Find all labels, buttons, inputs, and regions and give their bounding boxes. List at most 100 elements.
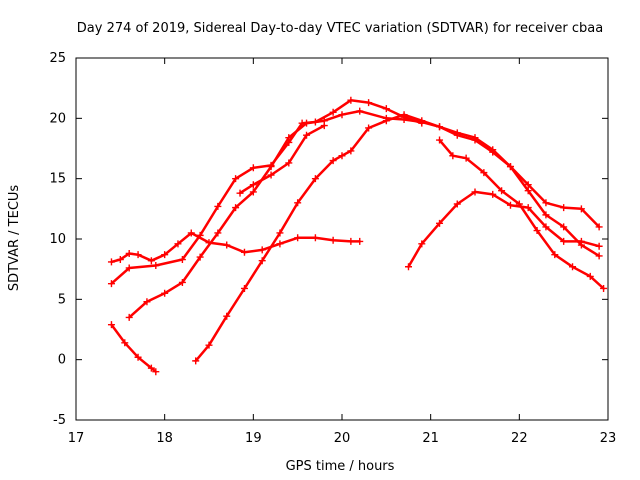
y-axis-label: SDTVAR / TECUs [7, 185, 22, 292]
data-point [249, 181, 257, 189]
data-point [223, 241, 231, 249]
series-line [110, 323, 158, 373]
data-point [320, 122, 328, 130]
data-point [595, 223, 603, 231]
x-tick-label: 21 [422, 431, 439, 446]
data-point [161, 251, 169, 259]
data-point [214, 202, 222, 210]
data-point [143, 298, 151, 306]
series-line [110, 231, 361, 264]
series-line [194, 113, 601, 363]
data-point [471, 188, 479, 196]
y-tick-label: 10 [49, 232, 66, 247]
data-point [303, 119, 311, 127]
data-point [294, 199, 302, 207]
data-point [595, 242, 603, 250]
data-point [436, 219, 444, 227]
data-point [303, 131, 311, 139]
data-point [223, 312, 231, 320]
data-point [569, 263, 577, 271]
data-marks [107, 96, 608, 376]
data-point [267, 163, 275, 171]
x-tick-label: 22 [511, 431, 528, 446]
data-point [382, 105, 390, 113]
y-tick-label: 15 [49, 172, 66, 187]
data-point [196, 231, 204, 239]
data-point [152, 368, 160, 376]
data-point [542, 223, 550, 231]
data-point [506, 201, 514, 209]
data-point [382, 117, 390, 125]
series-line [110, 98, 424, 285]
data-point [400, 111, 408, 119]
data-point [356, 237, 364, 245]
data-point [187, 229, 195, 237]
x-tick-label: 23 [600, 431, 617, 446]
data-point [107, 280, 115, 288]
data-point [147, 257, 155, 265]
data-point [577, 237, 585, 245]
data-point [524, 181, 532, 189]
data-point [338, 111, 346, 119]
data-point [329, 236, 337, 244]
data-point [577, 205, 585, 213]
data-point [178, 256, 186, 264]
chart-title: Day 274 of 2019, Sidereal Day-to-day VTE… [77, 21, 603, 36]
data-point [134, 251, 142, 259]
data-point [338, 152, 346, 160]
data-point [356, 107, 364, 115]
data-point [600, 284, 608, 292]
data-point [586, 272, 594, 280]
data-point [285, 134, 293, 142]
data-point [232, 204, 240, 212]
data-point [480, 169, 488, 177]
data-point [560, 204, 568, 212]
data-point [258, 257, 266, 265]
data-point [125, 249, 133, 257]
data-point [267, 171, 275, 179]
y-tick-label: 25 [49, 51, 66, 66]
series-line [127, 109, 601, 319]
data-point [249, 188, 257, 196]
data-point [174, 240, 182, 248]
data-point [347, 96, 355, 104]
data-point [152, 262, 160, 270]
data-point [205, 341, 213, 349]
data-point [462, 154, 470, 162]
data-point [365, 124, 373, 132]
data-point [436, 123, 444, 131]
data-point [418, 240, 426, 248]
data-point [294, 234, 302, 242]
data-point [542, 211, 550, 219]
data-point [240, 284, 248, 292]
data-point [107, 321, 115, 329]
series-line [438, 138, 605, 290]
data-point [506, 163, 514, 171]
data-point [329, 108, 337, 116]
data-point [449, 152, 457, 160]
series-track-1 [107, 321, 160, 376]
series-track-2 [107, 229, 364, 266]
data-point [125, 264, 133, 272]
data-point [196, 253, 204, 261]
data-point [595, 252, 603, 260]
data-point [192, 357, 200, 365]
data-point [276, 240, 284, 248]
data-point [236, 189, 244, 197]
data-point [121, 339, 129, 347]
x-axis-label: GPS time / hours [286, 459, 395, 474]
data-point [471, 134, 479, 142]
data-point [489, 190, 497, 198]
data-point [436, 136, 444, 144]
series-track-6 [236, 122, 328, 197]
data-point [453, 200, 461, 208]
x-tick-label: 19 [245, 431, 262, 446]
series-track-5 [192, 111, 603, 365]
data-point [232, 175, 240, 183]
data-point [285, 159, 293, 167]
data-point [329, 157, 337, 165]
data-point [107, 258, 115, 266]
data-point [560, 237, 568, 245]
data-point [405, 263, 412, 271]
